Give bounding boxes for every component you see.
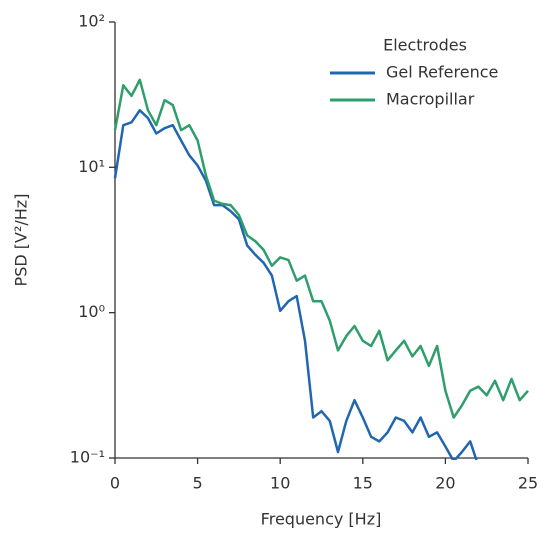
y-tick-label: 10⁰ [78, 302, 105, 321]
plot-area [113, 78, 529, 460]
y-tick-label: 10¹ [78, 157, 105, 176]
legend-title: Electrodes [383, 36, 467, 55]
x-tick-label: 15 [353, 474, 373, 493]
x-axis-label: Frequency [Hz] [261, 510, 382, 529]
series-line [113, 78, 529, 419]
y-tick-label: 10² [78, 12, 105, 31]
legend-label: Gel Reference [386, 63, 498, 82]
y-tick-label: 10⁻¹ [70, 448, 105, 467]
x-tick-label: 25 [518, 474, 538, 493]
y-axis-label: PSD [V²/Hz] [12, 194, 31, 287]
series-line [113, 109, 478, 460]
legend-label: Macropillar [386, 90, 475, 109]
x-tick-label: 10 [270, 474, 290, 493]
x-tick-label: 20 [435, 474, 455, 493]
x-tick-label: 5 [193, 474, 203, 493]
x-tick-label: 0 [110, 474, 120, 493]
